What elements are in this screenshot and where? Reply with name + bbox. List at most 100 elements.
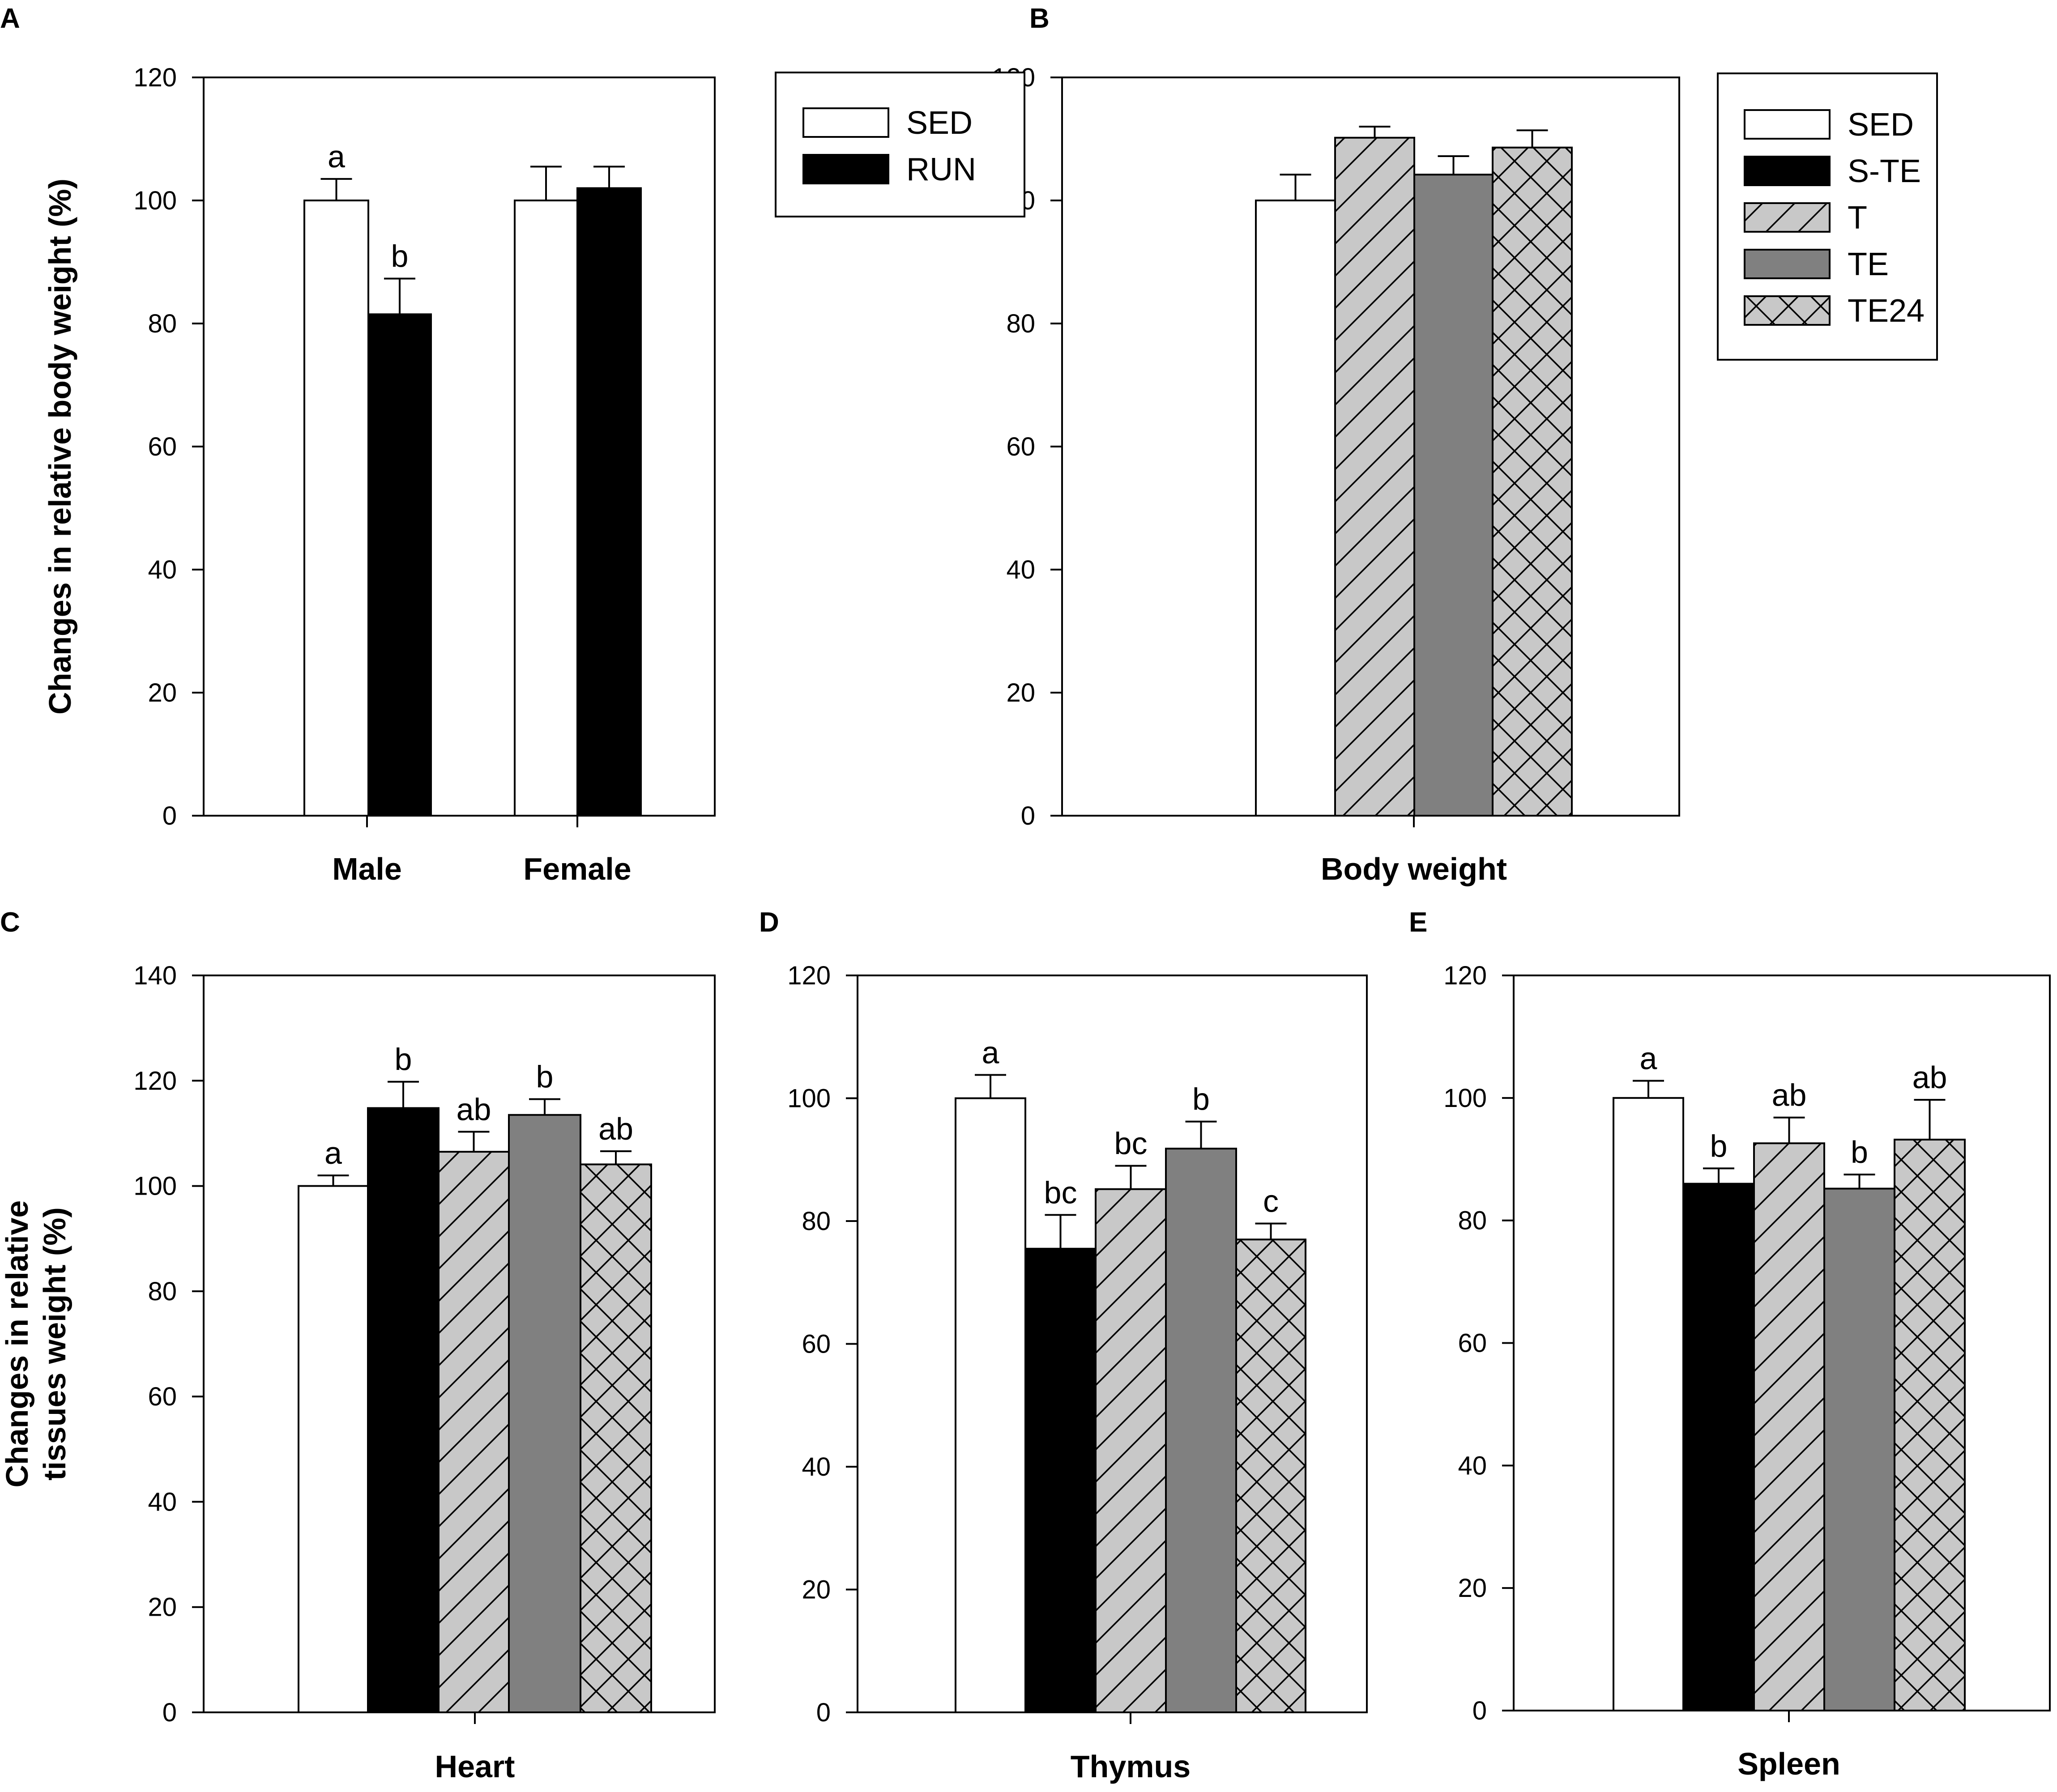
x-category-label: Body weight [1321,851,1507,886]
y-tick-label: 20 [1458,1574,1487,1603]
y-tick-label: 40 [148,1487,177,1516]
bar-sed [955,1097,1026,1713]
panel-letter-d: D [759,907,779,938]
bar-s-te [1024,1247,1097,1713]
significance-label: bc [1114,1126,1148,1161]
panel-letter-b: B [1029,3,1050,34]
bar-t [438,1151,510,1713]
legend-label: SED [1848,107,1914,143]
significance-label: b [1192,1082,1210,1117]
y-tick-label: 40 [802,1452,831,1481]
legend-swatch-t [1744,202,1831,233]
y-tick-label: 60 [1458,1329,1487,1358]
significance-label: b [1710,1128,1728,1163]
bar-s-te [1682,1183,1755,1711]
significance-label: a [982,1035,999,1070]
y-tick-label: 40 [1458,1451,1487,1480]
bar-te24 [580,1163,652,1713]
significance-label: b [536,1059,554,1094]
legend-label: RUN [906,152,976,187]
y-tick-label: 80 [148,1277,177,1306]
y-axis-title: Changes in relative body weight (%) [43,179,77,715]
bar-sed [298,1185,369,1714]
bar-sed [1255,200,1336,817]
y-tick-label: 60 [148,1382,177,1411]
legend-frame [775,72,1025,217]
bar-te24 [1492,146,1573,817]
y-tick-label: 60 [1006,432,1035,461]
legend-label: S-TE [1848,153,1921,189]
y-tick-label: 40 [1006,555,1035,584]
y-tick-label: 80 [148,309,177,338]
significance-label: b [391,239,409,274]
legend-a: SED RUN [775,72,1025,217]
y-tick-label: 40 [148,555,177,584]
legend-swatch-run [802,154,889,184]
y-tick-label: 0 [162,1698,177,1727]
bar-sed [1613,1097,1684,1711]
y-axis-title-line: tissues weight (%) [37,1207,72,1481]
x-category-label: Heart [435,1749,515,1784]
y-tick-label: 140 [133,961,177,990]
y-tick-label: 0 [1021,801,1035,830]
significance-label: c [1263,1183,1279,1218]
y-tick-label: 80 [1006,309,1035,338]
legend-swatch-s-te [1744,156,1831,186]
legend-swatch-te24 [1744,295,1831,326]
y-tick-label: 100 [1443,1084,1487,1113]
legend-swatch-te [1744,249,1831,279]
y-tick-label: 80 [802,1207,831,1236]
significance-label: ab [1912,1060,1947,1095]
y-tick-label: 20 [148,1593,177,1622]
bar-te [1413,174,1494,817]
bar-t [1334,136,1415,817]
bar-te [1823,1188,1895,1711]
y-tick-label: 20 [802,1575,831,1605]
y-tick-label: 120 [787,961,831,990]
legend-swatch-sed [1744,109,1831,140]
bar-te [508,1114,581,1714]
significance-label: ab [1772,1078,1807,1113]
legend-swatch-sed [802,107,889,138]
x-category-label: Female [523,851,631,886]
bar-s-te [367,1107,440,1713]
x-category-label: Thymus [1071,1749,1191,1784]
y-tick-label: 100 [787,1084,831,1113]
y-tick-label: 120 [133,1066,177,1095]
bar-sed [303,200,369,817]
significance-label: ab [457,1092,491,1127]
significance-label: b [395,1042,412,1077]
y-tick-label: 60 [802,1330,831,1359]
legend-label: SED [906,105,973,141]
bar-t [1095,1188,1167,1713]
bar-run [576,187,642,817]
legend-b: SED S-TE T TE TE24 [1717,72,1938,361]
significance-label: a [324,1136,342,1171]
panel-letter-c: C [0,907,20,938]
x-category-label: Male [332,851,402,886]
bar-te [1165,1148,1237,1713]
x-category-label: Spleen [1737,1746,1840,1781]
significance-label: bc [1044,1175,1077,1210]
bar-te24 [1894,1138,1966,1712]
y-tick-label: 20 [1006,678,1035,707]
significance-label: a [1640,1041,1657,1076]
panel-letter-e: E [1409,907,1427,938]
legend-label: TE [1848,247,1889,282]
significance-label: ab [598,1111,633,1146]
panel-b: B020406080100120Body weight [992,3,1680,886]
bar-sed [514,200,578,817]
legend-label: T [1848,200,1867,236]
legend-label: TE24 [1848,293,1925,329]
y-tick-label: 0 [162,801,177,830]
y-tick-label: 120 [1443,961,1487,990]
bar-t [1753,1142,1825,1711]
y-tick-label: 0 [1472,1696,1487,1725]
y-tick-label: 60 [148,432,177,461]
y-tick-label: 120 [133,63,177,92]
y-tick-label: 100 [133,186,177,215]
